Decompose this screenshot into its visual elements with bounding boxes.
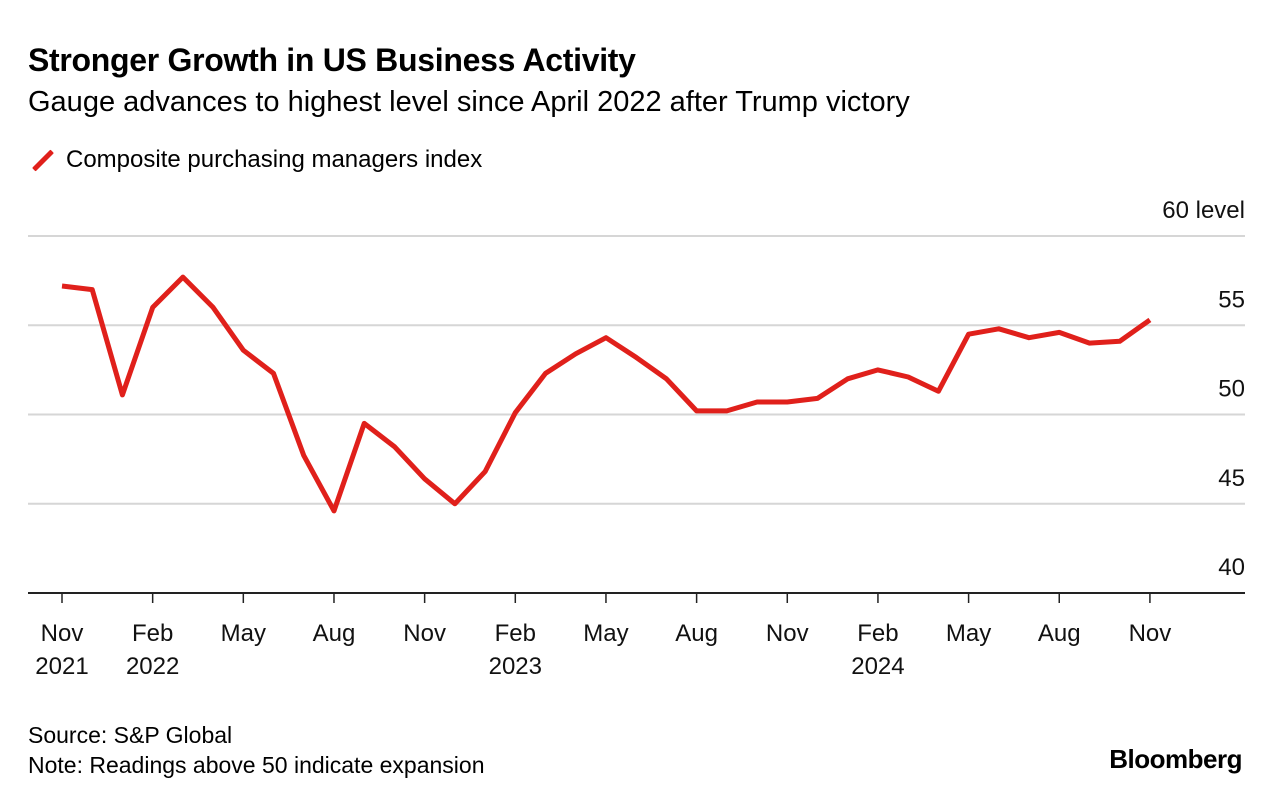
legend-label: Composite purchasing managers index — [66, 146, 483, 173]
chart-subtitle: Gauge advances to highest level since Ap… — [28, 86, 910, 118]
bloomberg-logo: Bloomberg — [1109, 744, 1242, 774]
x-tick-label: Aug — [313, 620, 356, 647]
legend: Composite purchasing managers index — [28, 146, 482, 174]
x-tick-label: Nov — [1129, 620, 1172, 647]
y-tick-label: 60 level — [1162, 197, 1245, 224]
x-tick-label: May — [946, 620, 991, 647]
x-tick-label: Nov — [766, 620, 809, 647]
x-tick-label: Nov — [41, 620, 84, 647]
x-tick-label: Aug — [1038, 620, 1081, 647]
x-tick-year-label: 2021 — [35, 653, 88, 680]
x-tick-label: May — [583, 620, 628, 647]
y-tick-label: 55 — [1218, 286, 1245, 313]
y-tick-label: 40 — [1218, 554, 1245, 581]
x-tick-label: Feb — [495, 620, 536, 647]
x-tick-label: Aug — [675, 620, 718, 647]
x-tick-year-label: 2024 — [851, 653, 904, 680]
footnote: Note: Readings above 50 indicate expansi… — [28, 752, 485, 778]
series-line-composite-pmi — [61, 274, 1152, 514]
chart-title: Stronger Growth in US Business Activity — [28, 42, 636, 78]
x-tick-label: May — [221, 620, 266, 647]
y-tick-label: 45 — [1218, 465, 1245, 492]
x-tick-year-label: 2023 — [489, 653, 542, 680]
x-tick-year-label: 2022 — [126, 653, 179, 680]
x-tick-label: Nov — [403, 620, 446, 647]
x-tick-label: Feb — [857, 620, 898, 647]
source-note: Source: S&P Global — [28, 722, 233, 748]
y-tick-label: 50 — [1218, 376, 1245, 403]
x-tick-label: Feb — [132, 620, 173, 647]
